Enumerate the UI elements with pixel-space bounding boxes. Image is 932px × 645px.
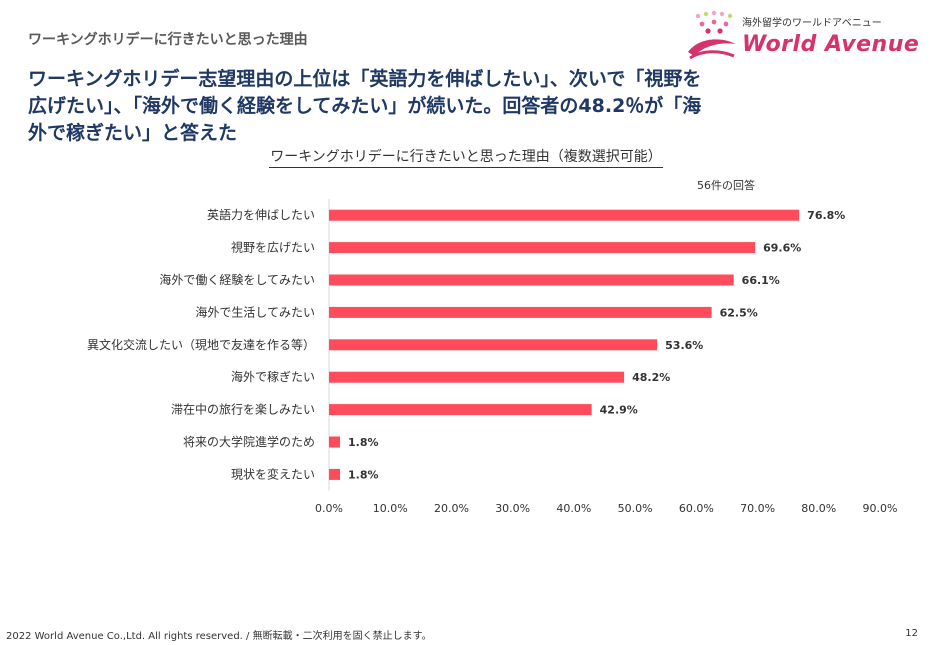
- x-tick-label: 70.0%: [740, 502, 775, 515]
- data-label: 62.5%: [720, 306, 758, 319]
- page-number: 12: [905, 628, 918, 639]
- data-label: 69.6%: [763, 242, 801, 255]
- data-label: 48.2%: [632, 371, 670, 384]
- x-tick-label: 0.0%: [315, 502, 343, 515]
- footer-copyright: 2022 World Avenue Co.,Ltd. All rights re…: [6, 631, 432, 642]
- x-tick-label: 10.0%: [373, 502, 408, 515]
- data-label: 76.8%: [807, 209, 845, 222]
- x-tick-label: 60.0%: [679, 502, 714, 515]
- data-label: 42.9%: [600, 404, 638, 417]
- chart-title: ワーキングホリデーに行きたいと思った理由（複数選択可能）: [0, 146, 932, 168]
- bar: [329, 242, 756, 254]
- data-label: 1.8%: [348, 468, 379, 481]
- x-tick-label: 50.0%: [618, 502, 653, 515]
- category-label: 視野を広げたい: [231, 240, 315, 255]
- logo-mark-icon: [688, 10, 736, 60]
- x-tick-label: 40.0%: [556, 502, 591, 515]
- data-label: 66.1%: [742, 274, 780, 287]
- bar: [329, 404, 592, 416]
- x-tick-label: 90.0%: [863, 502, 898, 515]
- data-label: 1.8%: [348, 436, 379, 449]
- data-label: 53.6%: [665, 339, 703, 352]
- bar: [329, 436, 341, 448]
- category-label: 将来の大学院進学のため: [183, 434, 315, 449]
- bar: [329, 209, 800, 221]
- category-label: 海外で生活してみたい: [195, 304, 315, 319]
- x-tick-label: 80.0%: [801, 502, 836, 515]
- logo-name: World Avenue: [742, 32, 920, 57]
- category-label: 現状を変えたい: [231, 466, 315, 481]
- category-label: 英語力を伸ばしたい: [207, 207, 315, 222]
- bar: [329, 274, 734, 286]
- logo-tagline: 海外留学のワールドアベニュー: [742, 18, 882, 29]
- bar: [329, 468, 341, 480]
- category-label: 海外で働く経験をしてみたい: [159, 272, 315, 287]
- headline: ワーキングホリデー志望理由の上位は「英語力を伸ばしたい」、次いで「視野を広げたい…: [28, 68, 702, 144]
- x-tick-label: 30.0%: [495, 502, 530, 515]
- bar: [329, 339, 658, 351]
- category-label: 滞在中の旅行を楽しみたい: [171, 402, 315, 417]
- category-label: 海外で稼ぎたい: [231, 369, 315, 384]
- response-count-note: 56件の回答: [697, 179, 755, 192]
- chart-title-text: ワーキングホリデーに行きたいと思った理由（複数選択可能）: [269, 149, 663, 168]
- section-title: ワーキングホリデーに行きたいと思った理由: [28, 32, 308, 48]
- bar: [329, 306, 712, 318]
- x-tick-label: 20.0%: [434, 502, 469, 515]
- logo: 海外留学のワールドアベニュー World Avenue: [684, 8, 924, 66]
- category-label: 異文化交流したい（現地で友達を作る等）: [87, 337, 315, 352]
- bar: [329, 371, 625, 383]
